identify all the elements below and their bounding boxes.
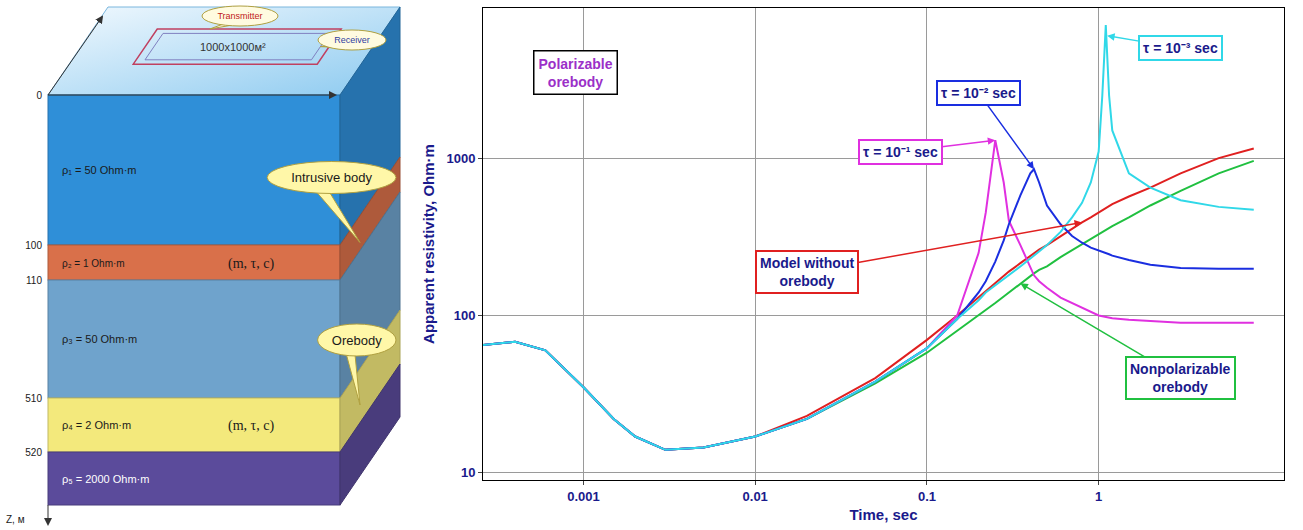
svg-text:Z, м: Z, м — [6, 514, 25, 525]
svg-text:110: 110 — [26, 275, 42, 286]
svg-text:0.001: 0.001 — [567, 489, 600, 504]
svg-text:Receiver: Receiver — [334, 35, 370, 45]
svg-text:ρ₄ = 2 Ohm·m: ρ₄ = 2 Ohm·m — [62, 419, 131, 431]
svg-text:100: 100 — [25, 240, 42, 251]
svg-text:Polarizableorebody: Polarizableorebody — [539, 56, 613, 90]
svg-text:Intrusive body: Intrusive body — [291, 170, 372, 185]
svg-text:0.01: 0.01 — [743, 489, 768, 504]
svg-text:ρ₁ = 50 Ohm·m: ρ₁ = 50 Ohm·m — [62, 164, 136, 176]
svg-text:ρ₅ = 2000 Ohm·m: ρ₅ = 2000 Ohm·m — [62, 473, 149, 485]
svg-text:Apparent resistivity, Ohm·m: Apparent resistivity, Ohm·m — [420, 144, 437, 344]
svg-text:10: 10 — [461, 465, 475, 480]
svg-text:Time, sec: Time, sec — [849, 506, 917, 523]
svg-text:510: 510 — [25, 393, 42, 404]
svg-text:1000: 1000 — [446, 151, 475, 166]
svg-text:Model withoutorebody: Model withoutorebody — [760, 255, 854, 289]
svg-text:τ = 10⁻¹ sec: τ = 10⁻¹ sec — [863, 144, 938, 160]
svg-text:τ = 10⁻² sec: τ = 10⁻² sec — [941, 85, 1016, 101]
svg-text:0.1: 0.1 — [918, 489, 936, 504]
svg-text:ρ₃ = 50 Ohm·m: ρ₃ = 50 Ohm·m — [62, 333, 137, 345]
svg-text:(m, τ, c): (m, τ, c) — [228, 418, 274, 434]
svg-text:1000x1000м²: 1000x1000м² — [200, 41, 266, 53]
svg-text:Transmitter: Transmitter — [217, 11, 262, 21]
svg-text:(m, τ, c): (m, τ, c) — [228, 256, 274, 272]
svg-text:1: 1 — [1095, 489, 1102, 504]
svg-text:520: 520 — [25, 447, 42, 458]
svg-text:τ = 10⁻³ sec: τ = 10⁻³ sec — [1143, 40, 1218, 56]
svg-text:Orebody: Orebody — [332, 333, 382, 348]
svg-text:Nonpolarizableorebody: Nonpolarizableorebody — [1130, 361, 1231, 395]
svg-text:ρ₂ = 1 Ohm·m: ρ₂ = 1 Ohm·m — [62, 258, 125, 269]
svg-text:0: 0 — [36, 90, 42, 101]
svg-text:100: 100 — [454, 308, 476, 323]
